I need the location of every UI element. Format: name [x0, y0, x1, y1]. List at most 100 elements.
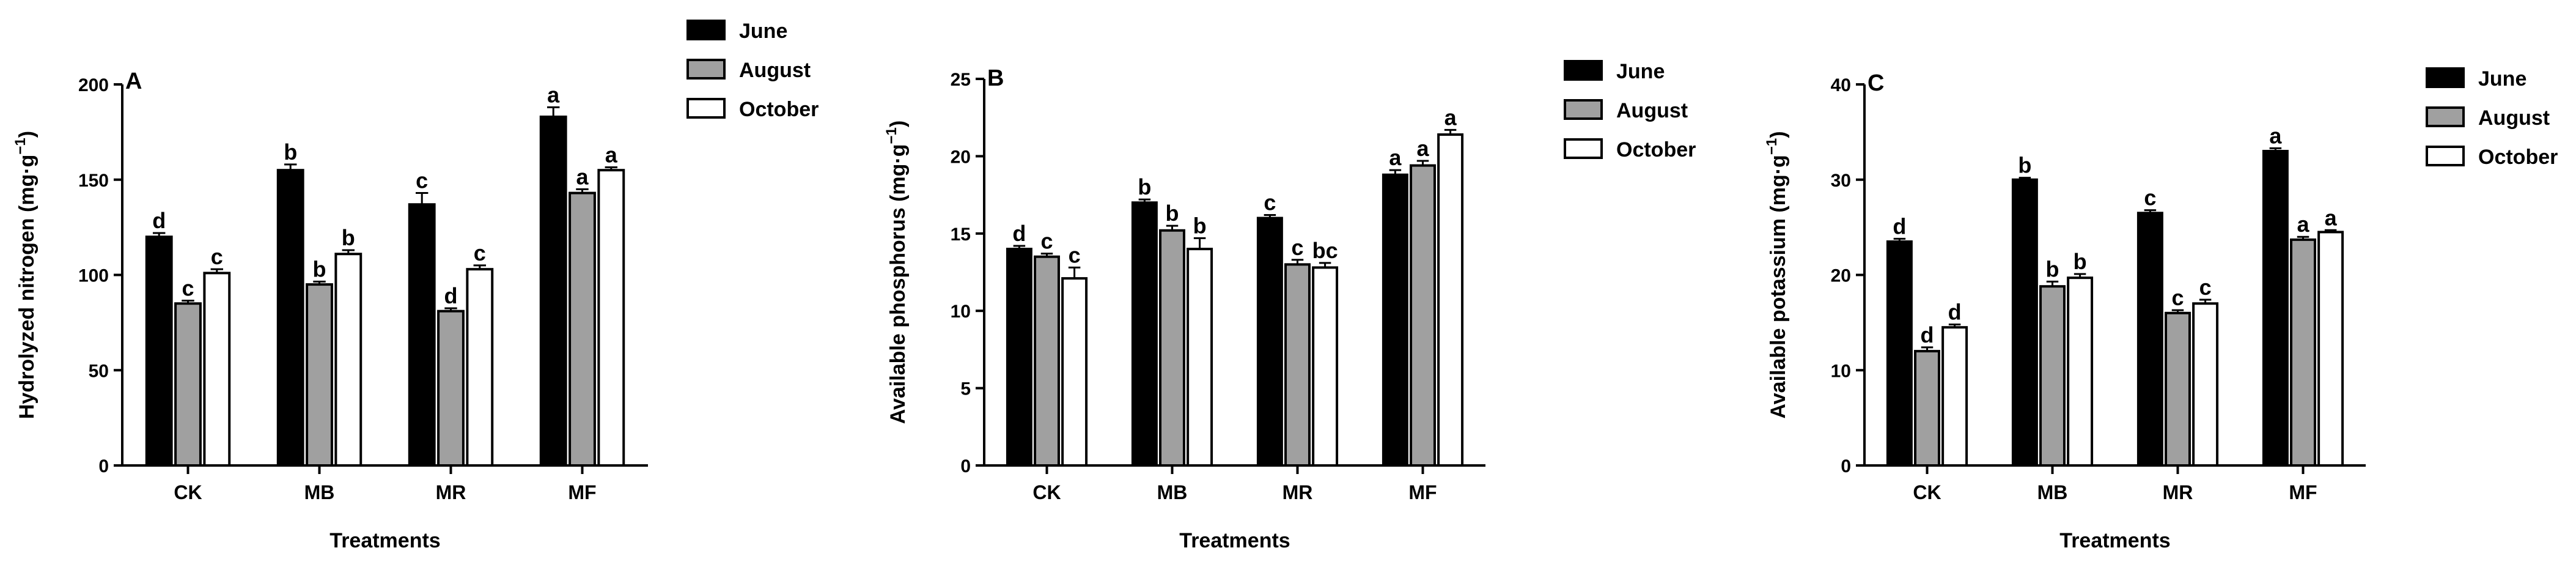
y-tick-label: 10 [1831, 361, 1851, 381]
y-axis-title-main: Hydrolyzed nitrogen (mg·g [15, 155, 39, 420]
x-axis-title: Treatments [329, 529, 440, 552]
x-tick-label: MF [1408, 481, 1437, 503]
bar-october-mr [1312, 266, 1339, 467]
significance-letter: d [1948, 299, 1962, 324]
significance-letter: c [211, 244, 223, 269]
x-tick-label: MF [2289, 481, 2317, 503]
legend-swatch-june [1564, 60, 1603, 81]
bar-june-mf [2262, 150, 2289, 467]
x-tick-label: CK [174, 481, 202, 503]
legend-label-october: October [1616, 138, 1696, 161]
bar-june-mb [2011, 178, 2038, 467]
x-axis-title: Treatments [1179, 529, 1290, 552]
bar-august-mr [1284, 263, 1311, 467]
legend-label-june: June [2478, 67, 2526, 91]
y-axis-title-main: Available potassium (mg·g [1767, 155, 1790, 418]
significance-letter: b [2074, 249, 2087, 274]
y-tick-label: 10 [951, 302, 971, 322]
bar-august-mr [437, 309, 465, 467]
y-tick-label: 200 [78, 75, 109, 95]
bar-august-ck [174, 302, 202, 467]
y-axis-title-main: Available phosphorus (mg·g [886, 144, 910, 424]
x-tick-label: MR [2163, 481, 2193, 503]
bar-october-mb [1187, 248, 1213, 467]
legend-label-august: August [1616, 99, 1688, 122]
bar-october-mf [1437, 133, 1464, 467]
bar-august-mb [306, 283, 333, 467]
significance-letter: b [313, 256, 326, 281]
bar-october-ck [1941, 326, 1968, 467]
y-tick-label: 0 [98, 456, 109, 476]
bar-august-mf [1410, 164, 1436, 467]
panel-letter: C [1868, 70, 1884, 96]
legend-label-october: October [2478, 146, 2558, 169]
bar-june-ck [145, 235, 173, 467]
bar-october-ck [203, 272, 231, 467]
legend-swatch-august [2426, 106, 2465, 127]
legend-label-june: June [739, 20, 787, 43]
significance-letter: a [1444, 105, 1457, 130]
bar-august-mf [569, 191, 596, 467]
legend-swatch-august [686, 59, 726, 80]
significance-letter: c [2171, 285, 2184, 310]
bar-october-mf [597, 169, 625, 467]
legend-swatch-october [686, 98, 726, 119]
significance-letter: d [152, 208, 166, 233]
y-axis-title: Hydrolyzed nitrogen (mg·g−1) [12, 131, 39, 419]
y-axis-title-end: ) [1767, 131, 1790, 138]
bar-june-ck [1006, 248, 1032, 467]
significance-letter: c [1264, 190, 1276, 215]
x-tick-label: CK [1032, 481, 1061, 503]
bar-august-mb [1159, 229, 1185, 467]
bar-october-mf [2317, 231, 2344, 467]
bar-june-mb [1131, 201, 1158, 467]
significance-letter: a [2325, 205, 2338, 230]
bar-august-ck [1034, 255, 1060, 467]
legend-swatch-october [2426, 146, 2465, 166]
significance-letter: c [474, 240, 486, 265]
significance-letter: b [1193, 213, 1207, 238]
significance-letter: c [1040, 229, 1053, 254]
y-tick-label: 20 [1831, 266, 1851, 286]
legend-swatch-june [686, 20, 726, 40]
panel-letter: A [125, 69, 142, 94]
y-axis-title-sup: −1 [1764, 138, 1780, 155]
significance-letter: b [284, 139, 297, 165]
legend-label-august: August [2478, 106, 2550, 130]
legend-swatch-august [1564, 99, 1603, 120]
significance-letter: c [1291, 235, 1303, 260]
significance-letter: a [547, 82, 560, 107]
significance-letter: a [605, 143, 618, 168]
y-tick-label: 15 [951, 224, 971, 245]
bar-june-ck [1886, 240, 1913, 467]
legend-label-october: October [739, 98, 819, 121]
y-axis-title-end: ) [15, 131, 39, 138]
y-tick-label: 0 [1841, 456, 1851, 476]
y-axis-title-sup: −1 [883, 127, 900, 144]
legend-label-august: August [739, 59, 811, 82]
y-tick-label: 20 [951, 147, 971, 167]
x-tick-label: MB [1157, 481, 1188, 503]
bar-august-mr [2165, 311, 2191, 467]
significance-letter: d [1012, 221, 1026, 246]
bar-october-ck [1061, 277, 1088, 467]
chart-panel-c: 0 10 20 30 40 C Available potassium (mg·g−1) Tr… [1764, 67, 2558, 552]
significance-letter: b [342, 225, 355, 250]
bar-june-mf [1382, 173, 1408, 467]
y-axis-title-sup: −1 [12, 138, 29, 154]
significance-letter: d [1893, 213, 1906, 239]
chart-panel-b: 0 5 10 15 20 25 B Available phosphorus (mg·g−1)… [883, 60, 1696, 552]
significance-letter: c [2144, 185, 2156, 210]
x-tick-label: MF [568, 481, 596, 503]
y-tick-label: 5 [960, 379, 971, 399]
legend-swatch-october [1564, 138, 1603, 159]
y-tick-label: 150 [78, 171, 109, 191]
y-tick-label: 100 [78, 266, 109, 286]
y-axis-title: Available potassium (mg·g−1) [1764, 131, 1790, 418]
bar-june-mr [1256, 217, 1283, 467]
panel-letter: B [987, 65, 1004, 91]
bar-june-mr [2136, 212, 2163, 467]
significance-letter: a [1416, 136, 1429, 161]
bar-october-mb [334, 253, 362, 467]
significance-letter: b [2046, 256, 2059, 281]
